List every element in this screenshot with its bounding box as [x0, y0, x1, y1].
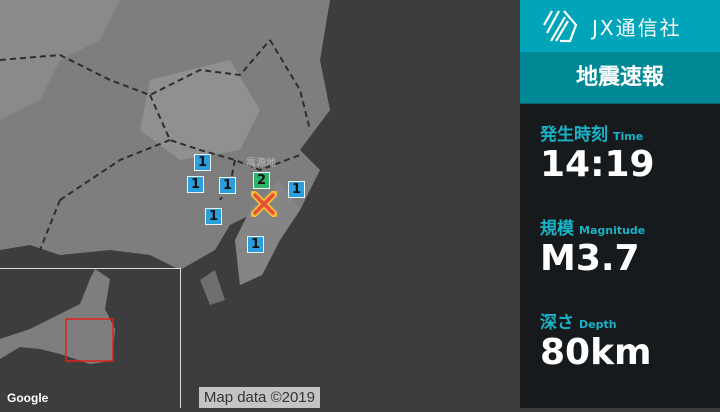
intensity-marker[interactable]: 1 — [219, 177, 236, 194]
inset-land — [0, 269, 115, 364]
earthquake-map[interactable]: 1 1 1 1 1 1 震源地 2 Google Map data ©2019 — [0, 0, 520, 408]
brand-name: JX通信社 — [592, 15, 682, 40]
panel-title: 地震速報 — [520, 52, 720, 104]
map-land — [0, 0, 330, 305]
jx-logo-icon — [543, 10, 578, 43]
google-logo: Google — [7, 391, 49, 405]
intensity-marker[interactable]: 1 — [205, 208, 222, 225]
depth-label-en: Depth — [579, 318, 617, 331]
overview-inset-map[interactable]: Google — [0, 268, 181, 408]
epicenter-intensity-marker[interactable]: 2 — [253, 172, 270, 189]
depth-section: 深さ Depth 80km — [520, 292, 720, 386]
magnitude-value: M3.7 — [540, 238, 640, 279]
epicenter-label: 震源地 — [246, 158, 276, 169]
info-panel: JX通信社 地震速報 発生時刻 Time 14:19 規模 Magnitude M3… — [520, 0, 720, 408]
intensity-marker[interactable]: 1 — [288, 181, 305, 198]
map-attribution[interactable]: Map data ©2019 — [198, 387, 320, 408]
brand-header: JX通信社 — [520, 0, 720, 52]
time-section: 発生時刻 Time 14:19 — [520, 104, 720, 198]
inset-frame — [65, 318, 114, 362]
magnitude-section: 規模 Magnitude M3.7 — [520, 198, 720, 292]
epicenter-x-icon — [251, 191, 277, 217]
intensity-marker[interactable]: 1 — [194, 154, 211, 171]
time-label: 発生時刻 — [540, 125, 608, 145]
intensity-marker[interactable]: 1 — [247, 236, 264, 253]
time-label-en: Time — [613, 130, 644, 143]
magnitude-label: 規模 — [540, 219, 574, 239]
time-value: 14:19 — [540, 144, 655, 185]
intensity-marker[interactable]: 1 — [187, 176, 204, 193]
depth-label: 深さ — [540, 313, 574, 333]
magnitude-label-en: Magnitude — [579, 224, 646, 237]
depth-value: 80km — [540, 332, 652, 373]
